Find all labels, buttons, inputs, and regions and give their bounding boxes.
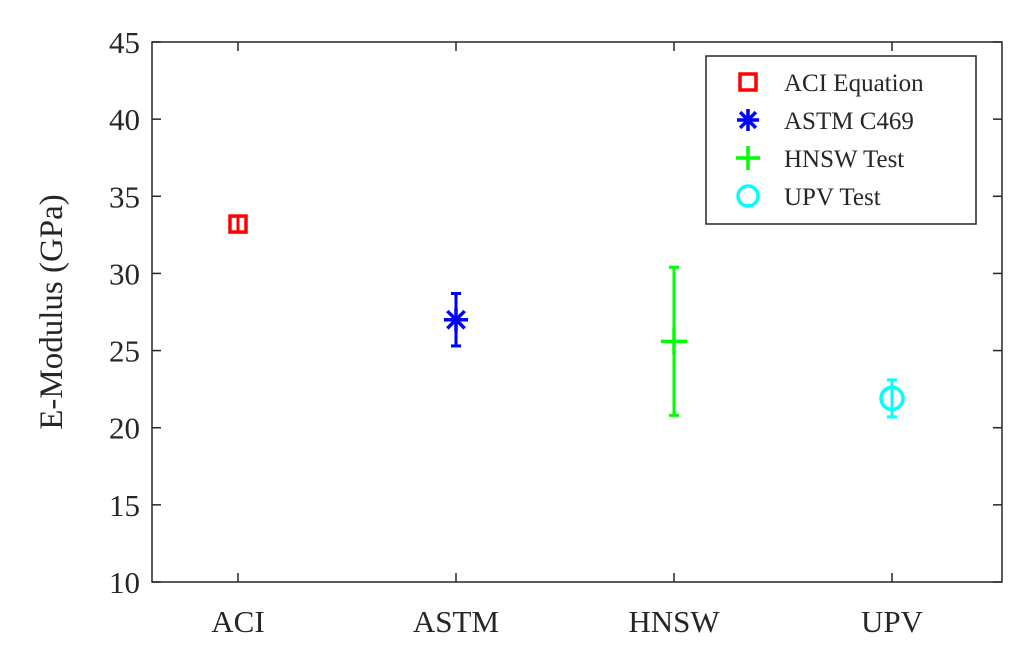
circle-marker: [879, 385, 905, 412]
y-tick-label: 10: [109, 565, 140, 600]
point-astm: [444, 291, 468, 348]
legend-label-1: ASTM C469: [784, 108, 914, 135]
axes: 10 15 20 25 30 35 40 45 ACI ASTM HNSW UPV E-Modulus …: [34, 25, 1002, 639]
y-tick-label: 20: [109, 411, 140, 446]
asterisk-marker-astm: [444, 307, 468, 332]
legend-marker-asterisk: [737, 109, 759, 131]
legend-marker-plus: [736, 146, 760, 170]
legend-marker-square: [738, 72, 758, 92]
data-series: [228, 214, 905, 419]
point-hnsw: [661, 265, 687, 417]
legend-box: [705, 55, 977, 225]
x-tick-label-aci: ACI: [211, 604, 264, 639]
legend-marker-circle: [736, 184, 760, 208]
x-tick-label-hnsw: HNSW: [628, 604, 720, 639]
y-tick-label: 40: [109, 102, 140, 137]
circle-marker-upv: [879, 385, 905, 412]
y-tick-label: 45: [109, 25, 140, 60]
legend-label-2: HNSW Test: [784, 146, 904, 173]
x-tick-label-upv: UPV: [861, 604, 924, 639]
point-upv: [879, 378, 905, 419]
circle-marker: [736, 184, 760, 208]
y-tick-label: 35: [109, 179, 140, 214]
square-marker: [738, 72, 758, 92]
y-tick-label: 25: [109, 334, 140, 369]
y-axis-label: E-Modulus (GPa): [34, 194, 70, 430]
y-tick-label: 15: [109, 488, 140, 523]
asterisk-stroke: [446, 309, 466, 330]
point-aci: [228, 214, 248, 234]
legend-label-0: ACI Equation: [784, 70, 924, 97]
plus-marker-hnsw: [661, 328, 687, 355]
legend-label-3: UPV Test: [784, 184, 881, 211]
legend: ACI Equation ASTM C469 HNSW Test UPV Test: [705, 55, 977, 225]
x-tick-label-astm: ASTM: [413, 604, 499, 639]
y-tick-label: 30: [109, 256, 140, 291]
asterisk-stroke: [738, 110, 758, 130]
